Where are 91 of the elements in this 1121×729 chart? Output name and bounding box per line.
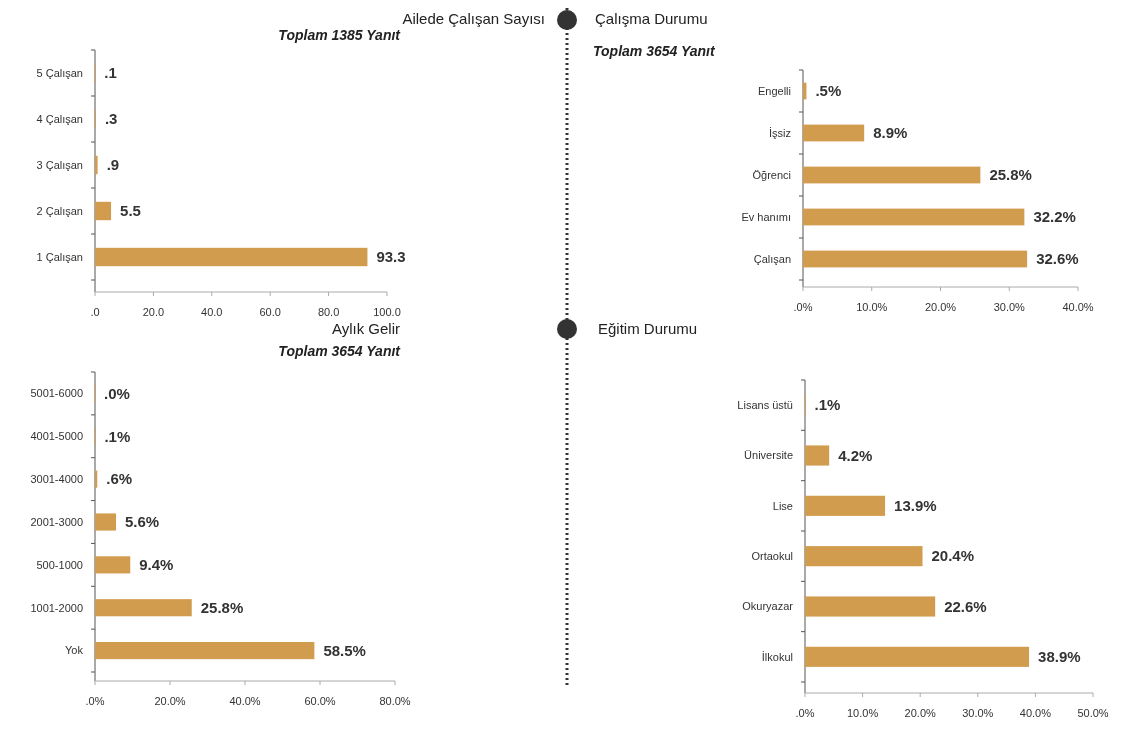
y-tick-label: Yok xyxy=(65,644,84,657)
x-tick-label: .0 xyxy=(90,306,100,318)
data-label: 38.9% xyxy=(1038,648,1081,666)
text: Toplam 3654 Yanıt xyxy=(593,43,716,59)
data-label: .1 xyxy=(104,64,117,82)
data-label: 25.8% xyxy=(989,166,1032,184)
x-tick-label: 40.0% xyxy=(229,695,261,707)
data-label: 5.6% xyxy=(125,513,160,531)
x-tick-label: 10.0% xyxy=(856,301,888,313)
bar xyxy=(95,556,131,574)
bar xyxy=(95,247,368,267)
y-tick-label: Ortaokul xyxy=(751,550,793,563)
bar xyxy=(805,646,1030,667)
y-tick-label: İlkokul xyxy=(761,650,793,663)
bar xyxy=(95,513,116,531)
bar xyxy=(805,445,830,466)
data-label: 25.8% xyxy=(200,598,244,616)
data-label: .9 xyxy=(106,156,120,174)
data-label: 9.4% xyxy=(139,556,174,574)
x-tick-label: 20.0% xyxy=(904,707,937,719)
y-tick-label: 5001-6000 xyxy=(30,387,83,400)
bar xyxy=(805,546,923,567)
data-label: .6% xyxy=(106,470,133,488)
data-label: .0% xyxy=(104,384,130,402)
x-tick-label: 50.0% xyxy=(1077,707,1109,719)
bar xyxy=(803,250,1028,268)
bar xyxy=(95,201,112,221)
x-tick-label: 30.0% xyxy=(993,301,1026,313)
x-tick-label: 100.0 xyxy=(373,306,401,318)
y-tick-label: İşsiz xyxy=(769,126,791,139)
x-tick-label: 40.0 xyxy=(201,306,223,318)
data-label: 22.6% xyxy=(944,597,987,615)
x-tick-label: 80.0% xyxy=(379,695,411,707)
bar xyxy=(805,495,886,516)
y-tick-label: Lisans üstü xyxy=(737,399,793,412)
y-tick-label: 3 Çalışan xyxy=(36,158,83,171)
x-tick-label: 40.0% xyxy=(1062,301,1094,313)
chart-subtitle: Toplam 3654 Yanıt xyxy=(278,343,402,359)
chart-subtitle: Toplam 1385 Yanıt xyxy=(278,27,402,43)
data-label: 4.2% xyxy=(838,446,873,464)
data-label: .1% xyxy=(814,396,841,414)
y-tick-label: 4 Çalışan xyxy=(36,112,83,125)
data-label: 32.6% xyxy=(1036,250,1079,268)
bar xyxy=(95,642,315,660)
x-tick-label: 20.0% xyxy=(154,695,186,707)
y-tick-label: 1001-2000 xyxy=(30,601,83,614)
x-tick-label: 30.0% xyxy=(962,707,994,719)
y-tick-label: Öğrenci xyxy=(752,168,791,181)
data-label: .5% xyxy=(815,82,842,100)
data-label: .1% xyxy=(104,427,131,445)
x-tick-label: 40.0% xyxy=(1019,707,1052,719)
y-tick-label: 5 Çalışan xyxy=(36,66,83,79)
bar xyxy=(803,166,981,184)
x-tick-label: .0% xyxy=(795,707,815,719)
data-label: 32.2% xyxy=(1033,208,1076,226)
y-tick-label: Engelli xyxy=(757,84,791,97)
x-tick-label: .0% xyxy=(793,301,813,313)
bar xyxy=(803,208,1025,226)
bar xyxy=(805,596,936,617)
y-tick-label: 3001-4000 xyxy=(30,472,83,485)
x-tick-label: .0% xyxy=(85,695,105,707)
bar xyxy=(95,599,192,617)
x-tick-label: 20.0% xyxy=(924,301,957,313)
x-tick-label: 20.0 xyxy=(142,306,165,318)
y-tick-label: 1 Çalışan xyxy=(36,250,83,263)
y-tick-label: Çalışan xyxy=(753,252,791,265)
x-tick-label: 60.0 xyxy=(259,306,281,318)
x-tick-label: 60.0% xyxy=(304,695,336,707)
x-tick-label: 10.0% xyxy=(847,707,879,719)
y-tick-label: Okuryazar xyxy=(742,600,794,613)
text: Ailede Çalışan Sayısı xyxy=(402,10,545,27)
data-label: 58.5% xyxy=(323,641,366,659)
text: Çalışma Durumu xyxy=(595,10,708,27)
y-tick-label: 2001-3000 xyxy=(30,515,83,528)
y-tick-label: 4001-5000 xyxy=(30,430,83,443)
y-tick-label: Ev hanımı xyxy=(741,210,791,223)
data-label: 13.9% xyxy=(894,497,937,515)
x-tick-label: 80.0 xyxy=(317,306,340,318)
y-tick-label: Lise xyxy=(772,499,793,512)
bar xyxy=(803,124,865,142)
y-tick-label: 500-1000 xyxy=(36,558,83,571)
data-label: 93.3 xyxy=(376,248,406,266)
y-tick-label: Üniversite xyxy=(744,449,793,462)
y-tick-label: 2 Çalışan xyxy=(36,204,83,217)
text: Eğitim Durumu xyxy=(598,320,698,337)
data-label: 20.4% xyxy=(931,547,975,565)
chart-title: Aylık Gelir xyxy=(331,320,400,337)
bar xyxy=(95,155,98,175)
data-label: 8.9% xyxy=(873,124,908,142)
data-label: 5.5 xyxy=(120,202,141,220)
data-label: .3 xyxy=(104,110,118,128)
